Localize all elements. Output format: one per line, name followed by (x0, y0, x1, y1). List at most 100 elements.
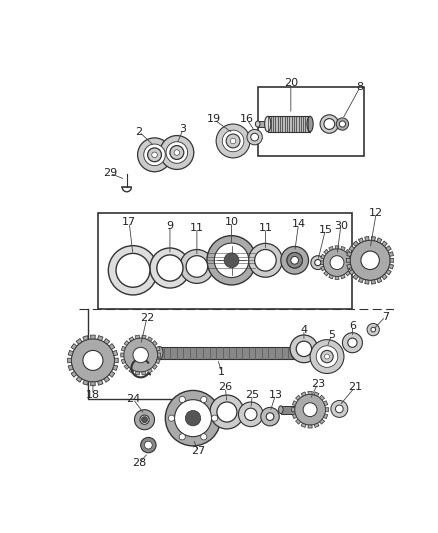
Polygon shape (381, 241, 386, 246)
Polygon shape (68, 350, 73, 356)
Text: 12: 12 (368, 207, 382, 217)
Text: 5: 5 (327, 330, 334, 340)
Circle shape (296, 341, 311, 357)
Polygon shape (124, 365, 129, 369)
Circle shape (342, 333, 362, 353)
Circle shape (168, 415, 174, 421)
Polygon shape (348, 266, 353, 271)
Circle shape (186, 256, 207, 277)
Circle shape (159, 135, 193, 169)
Polygon shape (307, 425, 311, 428)
Polygon shape (350, 261, 353, 264)
Circle shape (180, 249, 213, 284)
Circle shape (144, 441, 152, 449)
Polygon shape (104, 377, 110, 382)
Text: 1: 1 (218, 367, 225, 377)
Circle shape (226, 134, 240, 148)
Bar (267, 116, 309, 132)
Circle shape (366, 324, 378, 336)
Circle shape (314, 260, 320, 265)
Circle shape (179, 434, 185, 440)
Polygon shape (346, 264, 351, 269)
Circle shape (330, 400, 347, 417)
Polygon shape (385, 246, 390, 251)
Polygon shape (323, 271, 328, 276)
Circle shape (224, 253, 238, 268)
Circle shape (244, 408, 256, 421)
Text: 30: 30 (333, 221, 347, 231)
Text: 17: 17 (122, 217, 136, 227)
Text: 14: 14 (291, 219, 305, 229)
Polygon shape (292, 401, 296, 406)
Polygon shape (157, 353, 160, 357)
Text: 2: 2 (135, 127, 142, 137)
Polygon shape (319, 261, 322, 264)
Text: 9: 9 (166, 221, 173, 231)
Polygon shape (323, 401, 327, 406)
Circle shape (222, 130, 243, 152)
Circle shape (137, 138, 171, 172)
Polygon shape (135, 335, 139, 339)
Polygon shape (323, 414, 327, 419)
Text: 8: 8 (356, 82, 363, 92)
Polygon shape (314, 423, 318, 427)
Polygon shape (120, 353, 124, 357)
Bar (257, 121, 268, 127)
Polygon shape (334, 246, 338, 249)
Polygon shape (71, 344, 77, 350)
Polygon shape (155, 346, 160, 351)
Circle shape (71, 339, 114, 382)
Polygon shape (340, 246, 345, 251)
Circle shape (83, 350, 102, 370)
Text: 24: 24 (126, 394, 140, 404)
Circle shape (290, 335, 317, 363)
Circle shape (303, 403, 316, 417)
Circle shape (215, 124, 250, 158)
Circle shape (324, 354, 329, 359)
Polygon shape (376, 278, 381, 283)
Polygon shape (121, 346, 125, 351)
Polygon shape (155, 359, 160, 364)
Polygon shape (352, 274, 357, 280)
Polygon shape (328, 274, 332, 279)
Polygon shape (314, 392, 318, 396)
Circle shape (141, 417, 147, 423)
Polygon shape (68, 365, 73, 370)
Circle shape (319, 115, 338, 133)
Polygon shape (357, 238, 363, 243)
Circle shape (216, 402, 237, 422)
Circle shape (238, 402, 262, 426)
Polygon shape (141, 372, 146, 375)
Polygon shape (357, 278, 363, 283)
Circle shape (206, 236, 256, 285)
Polygon shape (104, 338, 110, 344)
Text: 21: 21 (347, 382, 361, 392)
Polygon shape (90, 382, 95, 386)
Polygon shape (71, 372, 77, 377)
Text: 27: 27 (191, 446, 205, 456)
Bar (159, 346, 294, 359)
Polygon shape (300, 423, 305, 427)
Polygon shape (292, 414, 296, 419)
Polygon shape (388, 264, 392, 269)
Ellipse shape (306, 116, 312, 132)
Polygon shape (291, 408, 294, 412)
Polygon shape (376, 238, 381, 243)
Polygon shape (364, 237, 368, 241)
Text: 18: 18 (86, 390, 100, 400)
Circle shape (322, 249, 350, 277)
Polygon shape (340, 274, 345, 279)
Polygon shape (319, 419, 324, 424)
Circle shape (329, 256, 343, 270)
Polygon shape (381, 274, 386, 280)
Text: 11: 11 (258, 223, 272, 233)
Polygon shape (124, 341, 129, 345)
Circle shape (200, 397, 206, 402)
Text: 7: 7 (381, 311, 388, 321)
Ellipse shape (255, 121, 259, 127)
Circle shape (149, 248, 190, 288)
Circle shape (336, 118, 348, 130)
Polygon shape (114, 358, 118, 363)
Polygon shape (147, 369, 152, 373)
Circle shape (294, 394, 325, 425)
